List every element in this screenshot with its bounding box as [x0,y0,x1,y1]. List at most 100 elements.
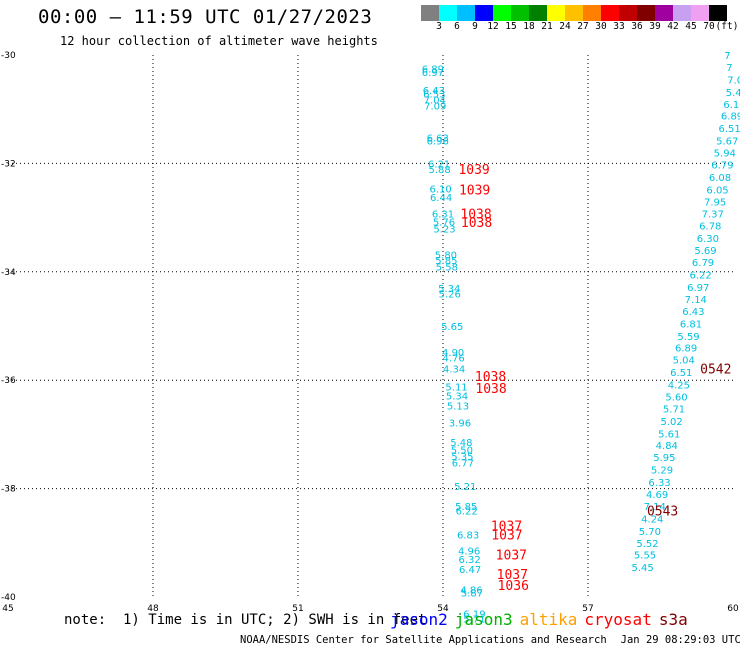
scale-label: 39 [649,21,661,32]
scale-swatch [493,5,511,21]
wave-height-label: 6.08 [709,173,731,184]
scale-label: 70 [703,21,715,32]
wave-height-label: 7.14 [685,295,707,306]
wave-height-label: 4.90 [442,348,464,359]
scale-swatch [475,5,493,21]
wave-height-label: 6.22 [456,506,478,517]
wave-height-label: 7.04 [424,95,446,106]
wave-height-label: 5.02 [661,417,683,428]
map-grid [8,55,733,597]
scale-swatch [583,5,601,21]
wave-height-label: 6.31 [432,209,454,220]
lon-tick-label: 45 [2,604,13,614]
pass-time-label: 1039 [459,183,490,198]
wave-height-label: 6.33 [648,478,670,489]
wave-height-label: 6.81 [680,319,702,330]
footer-timestamp: Jan 29 08:29:03 UTC 2023 [620,634,740,646]
scale-label: 9 [472,21,478,32]
scale-swatch [439,5,457,21]
lon-tick-label: 60 [727,604,739,614]
scale-label: 42 [667,21,679,32]
wave-height-label: 5.61 [658,429,680,440]
wave-height-label: 7.09 [424,101,446,112]
note-text: note: 1) Time is in UTC; 2) SWH is in fe… [64,612,427,628]
pass-time-label: 1036 [498,579,529,594]
map-tick-labels: 45 48 51 54 57 60 -30 -32 -34 -36 -38 -40 [1,51,739,614]
wave-height-label: 6.53 [423,89,445,100]
scale-swatch [529,5,547,21]
wave-height-label: 6.43 [423,86,445,97]
wave-height-label: 4.24 [641,514,663,525]
wave-height-label: 5.45 [632,563,654,574]
lat-tick-label: -30 [1,51,16,61]
wave-height-label: 5.48 [450,438,472,449]
scale-label: 3 [436,21,442,32]
lat-tick-label: -32 [1,159,16,169]
legend-cryosat: cryosat [584,610,652,629]
pass-time-label: 1037 [496,549,527,564]
wave-height-label: 4.76 [443,353,465,364]
chart-title: 00:00 – 11:59 UTC 01/27/2023 [38,6,373,28]
wave-height-label: 4.69 [646,490,668,501]
wave-height-label: 5.04 [673,356,695,367]
scale-label: 21 [541,21,553,32]
wave-height-label: 5.71 [663,404,685,415]
wave-height-label: 5.59 [677,332,699,343]
footer-source: NOAA/NESDIS Center for Satellite Applica… [240,634,607,646]
wave-height-label: 5.23 [433,224,455,235]
pass-time-label: 1038 [460,207,491,222]
wave-height-label: 6.89 [721,112,740,123]
pass-time-labels: 1039103910381038103810381037103710371037… [458,163,731,594]
lat-tick-label: -38 [1,485,16,495]
pass-time-label: 1037 [491,529,522,544]
pass-time-label: 0542 [700,362,731,377]
wave-height-label: 5.87 [461,589,483,600]
wave-height-label: 6.97 [687,283,709,294]
wave-height-label: 5.85 [435,256,457,267]
scale-swatch [673,5,691,21]
wave-height-label: 6.10 [723,100,740,111]
wave-height-label: 6.43 [682,307,704,318]
wave-height-label: 6.89 [675,344,697,355]
wave-height-label: 5.85 [455,502,477,513]
wave-height-label: 5.13 [447,402,469,413]
scale-label: 6 [454,21,460,32]
scale-label: 18 [523,21,535,32]
wave-height-label: 7.14 [644,502,666,513]
wave-height-label: 6.51 [719,124,740,135]
wave-height-label: 5.65 [441,322,463,333]
color-scale-labels: 3 6 9 12 15 18 21 24 27 30 33 36 39 42 45 70 (ft) [421,21,740,35]
lon-tick-label: 51 [292,604,303,614]
scale-label: 36 [631,21,643,32]
satellite-legend: jason2 jason3 altika cryosat s3a [390,610,695,629]
legend-s3a: s3a [658,610,688,629]
wave-height-label: 5.69 [694,246,716,257]
pass-time-label: 1037 [491,519,522,534]
wave-height-label: 6.83 [457,531,479,542]
lat-tick-label: -36 [1,376,16,386]
scale-swatch [601,5,619,21]
wave-height-label: 6.51 [670,368,692,379]
wave-height-label: 6.44 [430,193,452,204]
scale-label: 15 [505,21,517,32]
legend-jason2: jason2 [390,610,448,629]
footer: NOAA/NESDIS Center for Satellite Applica… [240,634,740,646]
wave-height-label: 6.22 [690,271,712,282]
scale-swatch [511,5,529,21]
wave-height-label: 5.26 [439,289,461,300]
lat-tick-label: -34 [1,268,16,278]
wave-height-label: 5.67 [716,137,738,148]
lon-tick-label: 57 [582,604,593,614]
scale-label: 30 [595,21,607,32]
wave-height-label: 5.88 [429,165,451,176]
wave-height-label: 5.70 [639,527,661,538]
wave-height-label: 5.52 [636,539,658,550]
wave-height-label: 7 [724,51,730,62]
wave-height-label: 6.63 [427,133,449,144]
scale-label: 24 [559,21,571,32]
wave-height-label: 6.96 [427,137,449,148]
wave-height-label: 4.86 [460,585,482,596]
wave-height-label: 7.95 [704,197,726,208]
wave-height-label: 6.19 [463,609,485,620]
scale-label: 27 [577,21,589,32]
